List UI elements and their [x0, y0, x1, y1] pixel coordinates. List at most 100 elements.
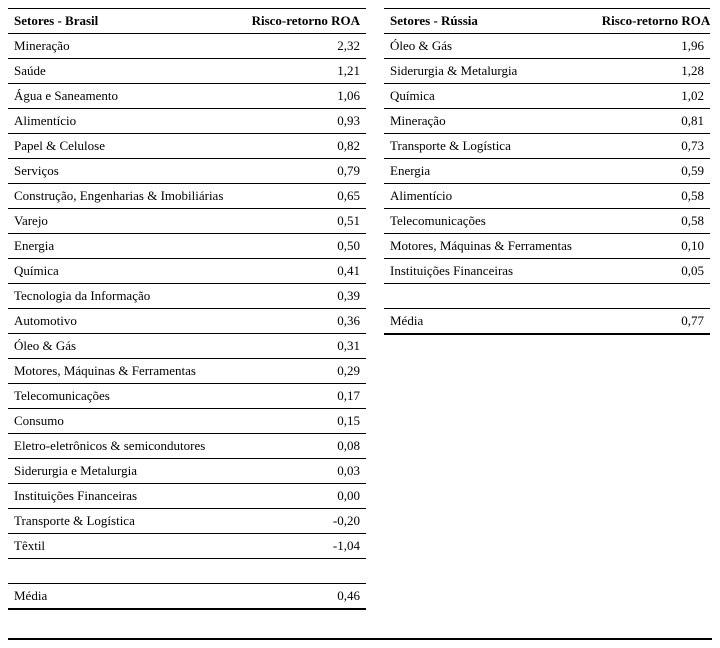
table-row: Água e Saneamento1,06	[8, 84, 366, 109]
table-row: Papel & Celulose0,82	[8, 134, 366, 159]
cell-sector: Química	[8, 259, 242, 284]
cell-value: -1,04	[242, 534, 366, 559]
cell-sector: Instituições Financeiras	[384, 259, 596, 284]
header-sector-russia: Setores - Rússia	[384, 9, 596, 34]
cell-value: 1,02	[596, 84, 710, 109]
table-row: Instituições Financeiras0,05	[384, 259, 710, 284]
footer-row: Média0,77	[384, 309, 710, 335]
table-brasil: Setores - Brasil Risco-retorno ROA Miner…	[8, 8, 366, 610]
cell-value: 0,08	[242, 434, 366, 459]
table-header-row: Setores - Brasil Risco-retorno ROA	[8, 9, 366, 34]
cell-value: 1,06	[242, 84, 366, 109]
cell-value: 0,41	[242, 259, 366, 284]
blank-row	[384, 284, 710, 309]
cell-sector: Alimentício	[384, 184, 596, 209]
cell-sector: Transporte & Logística	[384, 134, 596, 159]
table-row: Motores, Máquinas & Ferramentas0,10	[384, 234, 710, 259]
table-row: Química0,41	[8, 259, 366, 284]
blank-cell	[242, 559, 366, 584]
cell-value: 0,58	[596, 209, 710, 234]
cell-value: 0,31	[242, 334, 366, 359]
cell-sector: Química	[384, 84, 596, 109]
cell-value: 1,21	[242, 59, 366, 84]
cell-value: 0,10	[596, 234, 710, 259]
cell-value: 0,51	[242, 209, 366, 234]
table-row: Varejo0,51	[8, 209, 366, 234]
cell-sector: Tecnologia da Informação	[8, 284, 242, 309]
table-row: Tecnologia da Informação0,39	[8, 284, 366, 309]
cell-sector: Construção, Engenharias & Imobiliárias	[8, 184, 242, 209]
table-row: Saúde1,21	[8, 59, 366, 84]
cell-value: 0,17	[242, 384, 366, 409]
cell-value: 0,82	[242, 134, 366, 159]
table-row: Alimentício0,58	[384, 184, 710, 209]
table-row: Construção, Engenharias & Imobiliárias0,…	[8, 184, 366, 209]
blank-cell	[8, 559, 242, 584]
cell-sector: Óleo & Gás	[8, 334, 242, 359]
table-row: Eletro-eletrônicos & semicondutores0,08	[8, 434, 366, 459]
table-row: Siderurgia & Metalurgia1,28	[384, 59, 710, 84]
cell-value: 0,93	[242, 109, 366, 134]
table-russia: Setores - Rússia Risco-retorno ROA Óleo …	[384, 8, 710, 335]
footer-value: 0,46	[242, 584, 366, 610]
cell-sector: Automotivo	[8, 309, 242, 334]
blank-cell	[596, 284, 710, 309]
table-header-row: Setores - Rússia Risco-retorno ROA	[384, 9, 710, 34]
cell-value: 2,32	[242, 34, 366, 59]
table-row: Consumo0,15	[8, 409, 366, 434]
cell-sector: Alimentício	[8, 109, 242, 134]
table-row: Siderurgia e Metalurgia0,03	[8, 459, 366, 484]
table-row: Transporte & Logística-0,20	[8, 509, 366, 534]
cell-value: 0,81	[596, 109, 710, 134]
table-row: Mineração2,32	[8, 34, 366, 59]
cell-value: 1,28	[596, 59, 710, 84]
cell-value: 0,73	[596, 134, 710, 159]
cell-value: 0,59	[596, 159, 710, 184]
cell-value: 0,36	[242, 309, 366, 334]
cell-value: -0,20	[242, 509, 366, 534]
cell-value: 0,65	[242, 184, 366, 209]
header-value-russia: Risco-retorno ROA	[596, 9, 710, 34]
cell-sector: Eletro-eletrônicos & semicondutores	[8, 434, 242, 459]
table-row: Química1,02	[384, 84, 710, 109]
bottom-rule	[8, 638, 712, 640]
footer-label: Média	[8, 584, 242, 610]
header-value-brasil: Risco-retorno ROA	[242, 9, 366, 34]
table-row: Alimentício0,93	[8, 109, 366, 134]
table-row: Telecomunicações0,58	[384, 209, 710, 234]
cell-sector: Telecomunicações	[384, 209, 596, 234]
cell-sector: Papel & Celulose	[8, 134, 242, 159]
cell-sector: Mineração	[384, 109, 596, 134]
table-row: Telecomunicações0,17	[8, 384, 366, 409]
table-row: Têxtil-1,04	[8, 534, 366, 559]
cell-sector: Mineração	[8, 34, 242, 59]
table-row: Automotivo0,36	[8, 309, 366, 334]
cell-sector: Siderurgia e Metalurgia	[8, 459, 242, 484]
footer-row: Média0,46	[8, 584, 366, 610]
footer-value: 0,77	[596, 309, 710, 335]
cell-value: 0,03	[242, 459, 366, 484]
cell-value: 0,58	[596, 184, 710, 209]
table-row: Energia0,59	[384, 159, 710, 184]
cell-sector: Consumo	[8, 409, 242, 434]
cell-sector: Saúde	[8, 59, 242, 84]
cell-sector: Varejo	[8, 209, 242, 234]
cell-sector: Motores, Máquinas & Ferramentas	[8, 359, 242, 384]
table-row: Transporte & Logística0,73	[384, 134, 710, 159]
cell-sector: Energia	[8, 234, 242, 259]
footer-label: Média	[384, 309, 596, 335]
cell-value: 0,15	[242, 409, 366, 434]
table-row: Instituições Financeiras0,00	[8, 484, 366, 509]
cell-sector: Têxtil	[8, 534, 242, 559]
cell-sector: Transporte & Logística	[8, 509, 242, 534]
cell-sector: Água e Saneamento	[8, 84, 242, 109]
cell-value: 0,79	[242, 159, 366, 184]
cell-sector: Instituições Financeiras	[8, 484, 242, 509]
cell-value: 0,00	[242, 484, 366, 509]
cell-sector: Siderurgia & Metalurgia	[384, 59, 596, 84]
blank-row	[8, 559, 366, 584]
cell-value: 1,96	[596, 34, 710, 59]
tables-container: Setores - Brasil Risco-retorno ROA Miner…	[8, 8, 712, 610]
cell-value: 0,05	[596, 259, 710, 284]
cell-sector: Telecomunicações	[8, 384, 242, 409]
